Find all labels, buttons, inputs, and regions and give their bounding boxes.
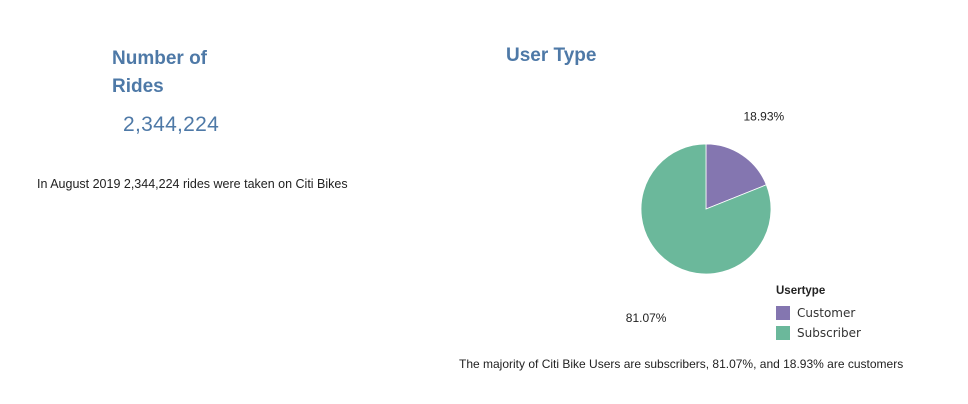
legend-label-customer: Customer — [797, 306, 856, 320]
pie-slice-subscriber[interactable] — [640, 143, 772, 275]
pie-chart: 18.93% 81.07% — [626, 109, 785, 324]
kpi-value: 2,344,224 — [123, 113, 220, 136]
legend-swatch-customer — [776, 306, 790, 320]
chart-title: User Type — [506, 45, 597, 66]
legend: Usertype Customer Subscriber — [776, 285, 861, 343]
legend-label-subscriber: Subscriber — [797, 326, 861, 340]
legend-item-subscriber[interactable]: Subscriber — [776, 323, 861, 343]
pie-label-subscriber: 81.07% — [626, 311, 667, 325]
kpi-title: Number of Rides — [112, 48, 207, 97]
legend-swatch-subscriber — [776, 326, 790, 340]
chart-caption: The majority of Citi Bike Users are subs… — [459, 357, 904, 371]
legend-item-customer[interactable]: Customer — [776, 303, 861, 323]
pie-label-customer: 18.93% — [744, 109, 785, 123]
legend-title: Usertype — [776, 285, 826, 297]
pie-slice-customer[interactable] — [705, 143, 767, 210]
kpi-note: In August 2019 2,344,224 rides were take… — [37, 177, 348, 191]
